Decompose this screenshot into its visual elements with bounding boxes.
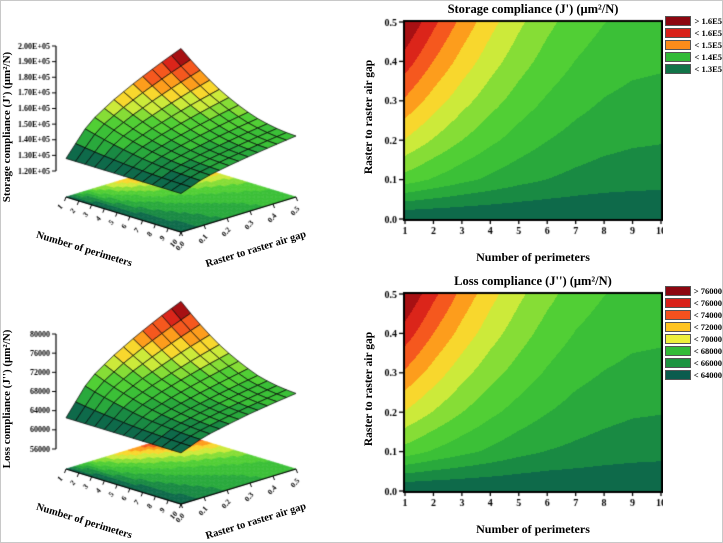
legend-label: < 1.3E5 [694, 63, 722, 74]
storage-contour-panel: Storage compliance (J') (μm²/N) Raster t… [361, 1, 722, 272]
storage-3d-surface-plot [1, 1, 361, 272]
legend-swatch [664, 309, 691, 320]
legend-swatch [665, 27, 692, 38]
storage-contour-y-axis-label: Raster to raster air gap [363, 59, 375, 175]
legend-label: > 76000 [693, 285, 722, 296]
storage-3d-z-axis-label: Storage compliance (J') (μm²/N) [1, 51, 13, 203]
legend-item: > 1.6E5 [665, 15, 722, 26]
legend-label: < 72000 [693, 321, 722, 332]
legend-swatch [664, 333, 691, 344]
legend-item: < 74000 [664, 309, 722, 320]
legend-item: < 1.6E5 [665, 27, 722, 38]
legend-swatch [665, 39, 692, 50]
loss-contour-y-axis-label: Raster to raster air gap [363, 331, 375, 447]
legend-swatch [665, 15, 692, 26]
loss-contour-plot [373, 289, 663, 521]
legend-swatch [664, 321, 691, 332]
legend-label: < 1.6E5 [694, 27, 722, 38]
loss-contour-x-axis-label: Number of perimeters [476, 522, 590, 536]
legend-swatch [664, 357, 691, 368]
loss-contour-title: Loss compliance (J'') (μm²/N) [454, 274, 612, 288]
loss-contour-legend: > 76000 < 76000 < 74000 < 72000 < 70000 < 680… [664, 285, 722, 380]
legend-item: > 76000 [664, 285, 722, 296]
legend-item: < 76000 [664, 297, 722, 308]
legend-item: < 68000 [664, 345, 722, 356]
legend-label: < 74000 [693, 309, 722, 320]
legend-item: < 72000 [664, 321, 722, 332]
legend-label: < 1.5E5 [694, 39, 722, 50]
legend-swatch [664, 345, 691, 356]
legend-label: < 64000 [693, 369, 722, 380]
loss-3d-z-axis-label: Loss compliance (J'') (μm²/N) [1, 329, 13, 469]
legend-item: < 70000 [664, 333, 722, 344]
legend-item: < 1.4E5 [665, 51, 722, 62]
loss-3d-panel: Loss compliance (J'') (μm²/N) Number of … [1, 273, 361, 542]
legend-swatch [664, 369, 691, 380]
legend-label: < 66000 [693, 357, 722, 368]
storage-contour-x-axis-label: Number of perimeters [476, 250, 590, 264]
legend-swatch [664, 285, 691, 296]
storage-3d-panel: Storage compliance (J') (μm²/N) Number o… [1, 1, 361, 272]
legend-swatch [665, 51, 692, 62]
legend-item: < 1.5E5 [665, 39, 722, 50]
legend-label: < 76000 [693, 297, 722, 308]
loss-contour-panel: Loss compliance (J'') (μm²/N) Raster to … [361, 273, 722, 542]
legend-label: < 68000 [693, 345, 722, 356]
legend-label: < 70000 [693, 333, 722, 344]
legend-swatch [664, 297, 691, 308]
storage-contour-title: Storage compliance (J') (μm²/N) [447, 2, 619, 16]
legend-swatch [665, 63, 692, 74]
legend-label: > 1.6E5 [694, 15, 722, 26]
legend-item: < 1.3E5 [665, 63, 722, 74]
legend-label: < 1.4E5 [694, 51, 722, 62]
storage-contour-legend: > 1.6E5 < 1.6E5 < 1.5E5 < 1.4E5 < 1.3E5 [665, 15, 722, 74]
legend-item: < 66000 [664, 357, 722, 368]
loss-3d-surface-plot [1, 273, 361, 542]
legend-item: < 64000 [664, 369, 722, 380]
storage-contour-plot [373, 17, 663, 249]
